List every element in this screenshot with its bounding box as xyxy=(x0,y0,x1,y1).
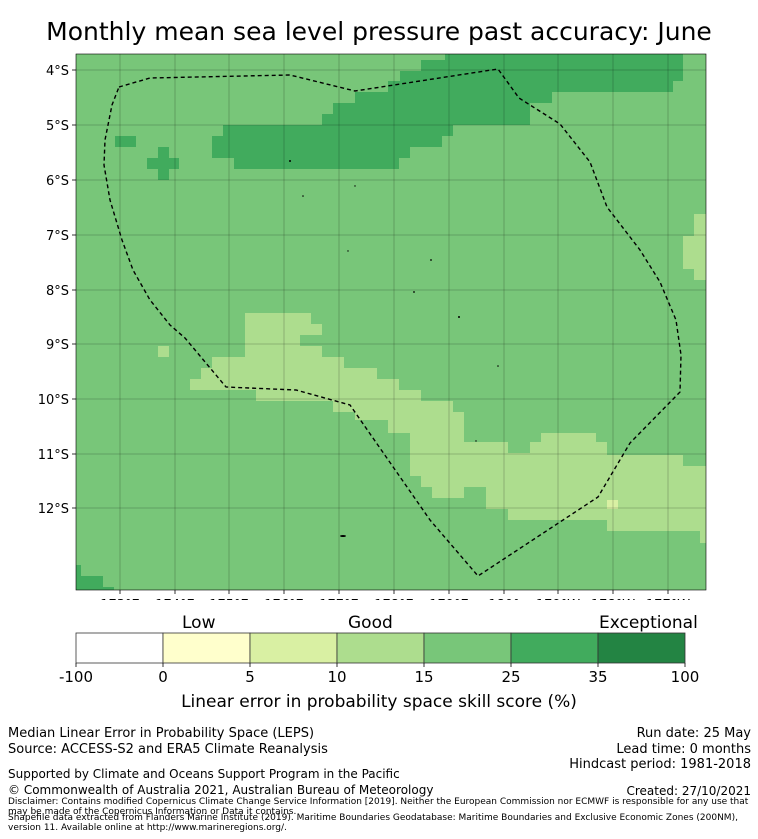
colorbar-swatch xyxy=(423,632,512,664)
score-regions xyxy=(76,54,706,590)
colorbar: -100 0 5 10 15 25 35 100 xyxy=(59,632,700,686)
region-25-35-small-b xyxy=(147,147,179,180)
copyright-text: © Commonwealth of Australia 2021, Austra… xyxy=(8,783,434,797)
region-10-15-west xyxy=(158,346,169,357)
lon-label: 178°W xyxy=(591,598,635,600)
map-frame xyxy=(75,53,707,591)
colorbar-word-good: Good xyxy=(348,613,393,633)
lon-label: 179°E xyxy=(429,598,469,600)
region-10-15-central xyxy=(190,313,706,543)
shapefile-text: Shapefile data extracted from Flanders M… xyxy=(8,813,738,833)
colorbar-tick-label: 25 xyxy=(501,668,520,686)
lat-label: 11°S xyxy=(38,448,69,463)
eez-boundary xyxy=(103,68,682,577)
source-text: Source: ACCESS-S2 and ERA5 Climate Reana… xyxy=(8,742,328,757)
islands xyxy=(289,160,499,537)
lat-label: 5°S xyxy=(46,119,69,134)
lat-label: 6°S xyxy=(46,174,69,189)
colorbar-word-exceptional: Exceptional xyxy=(599,613,698,633)
longitude-labels: 173°E 174°E 175°E 176°E 177°E 178°E 179°E 180° 1… xyxy=(100,590,690,600)
colorbar-swatch xyxy=(510,632,599,664)
colorbar-tick-label: 100 xyxy=(671,668,700,686)
region-5-10-speck xyxy=(607,500,618,509)
latitude-labels: 4°S 5°S 6°S 7°S 8°S 9°S 10°S 11°S 12°S xyxy=(38,64,76,517)
colorbar-title: Linear error in probability space skill … xyxy=(181,692,577,712)
method-text: Median Linear Error in Probability Space… xyxy=(8,726,315,741)
lon-label: 177°W xyxy=(646,598,690,600)
lead-time: Lead time: 0 months xyxy=(616,742,751,757)
created-date: Created: 27/10/2021 xyxy=(626,784,751,798)
region-25-35-north xyxy=(212,54,683,169)
colorbar-tick-label: 0 xyxy=(158,668,168,686)
lat-label: 8°S xyxy=(46,284,69,299)
lat-label: 4°S xyxy=(46,64,69,79)
colorbar-tick-label: 15 xyxy=(414,668,433,686)
lon-label: 180° xyxy=(488,598,519,600)
region-25-35-southwest xyxy=(76,565,114,590)
lat-label: 10°S xyxy=(38,393,69,408)
lon-label: 178°E xyxy=(374,598,414,600)
lon-label: 177°E xyxy=(319,598,359,600)
support-text: Supported by Climate and Oceans Support … xyxy=(8,767,400,781)
colorbar-tick-label: 35 xyxy=(588,668,607,686)
colorbar-tick-label: -100 xyxy=(59,668,93,686)
lon-label: 179°W xyxy=(536,598,580,600)
lon-label: 175°E xyxy=(209,598,249,600)
colorbar-word-low: Low xyxy=(182,613,216,633)
colorbar-tick-label: 10 xyxy=(327,668,346,686)
hindcast-period: Hindcast period: 1981-2018 xyxy=(569,757,751,772)
colorbar-swatch xyxy=(249,632,338,664)
lon-label: 173°E xyxy=(100,598,140,600)
skill-score-map: 4°S 5°S 6°S 7°S 8°S 9°S 10°S 11°S 12°S 173°E 174°… xyxy=(38,53,707,600)
map-title: Monthly mean sea level pressure past acc… xyxy=(46,17,712,46)
disclaimer-text: Disclaimer: Contains modified Copernicus… xyxy=(8,797,749,817)
colorbar-swatch xyxy=(597,632,686,664)
region-25-35-small-a xyxy=(115,136,136,147)
colorbar-swatch xyxy=(75,632,164,664)
lat-label: 7°S xyxy=(46,229,69,244)
colorbar-swatch xyxy=(336,632,425,664)
lat-label: 12°S xyxy=(38,502,69,517)
colorbar-tick-label: 5 xyxy=(245,668,255,686)
region-10-15-east xyxy=(683,214,706,280)
lon-label: 174°E xyxy=(155,598,195,600)
graticule xyxy=(76,54,706,590)
run-date: Run date: 25 May xyxy=(636,726,751,741)
lat-label: 9°S xyxy=(46,338,69,353)
lon-label: 176°E xyxy=(264,598,304,600)
colorbar-swatch xyxy=(162,632,251,664)
